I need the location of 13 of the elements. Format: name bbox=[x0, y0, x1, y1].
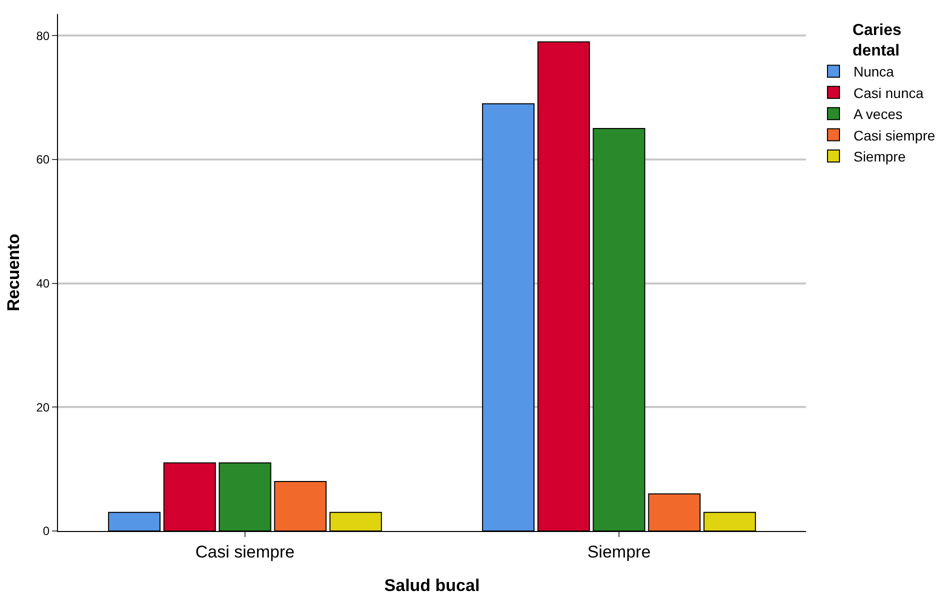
legend-label: Casi nunca bbox=[853, 84, 924, 101]
y-tick-label: 60 bbox=[36, 152, 50, 167]
legend-label: A veces bbox=[853, 106, 903, 122]
y-tick-label: 80 bbox=[36, 28, 50, 43]
y-tick-label: 40 bbox=[36, 276, 50, 291]
legend-label: Nunca bbox=[853, 64, 894, 80]
legend-label: Siempre bbox=[853, 148, 906, 164]
y-tick-label: 0 bbox=[42, 524, 50, 538]
y-tick-label: 20 bbox=[36, 400, 50, 414]
legend-title: Caries dental bbox=[852, 22, 902, 60]
y-axis-title: Recuento bbox=[4, 234, 23, 312]
x-axis-title: Salud bucal bbox=[384, 576, 480, 595]
legend-label: Casi siempre bbox=[853, 127, 936, 144]
